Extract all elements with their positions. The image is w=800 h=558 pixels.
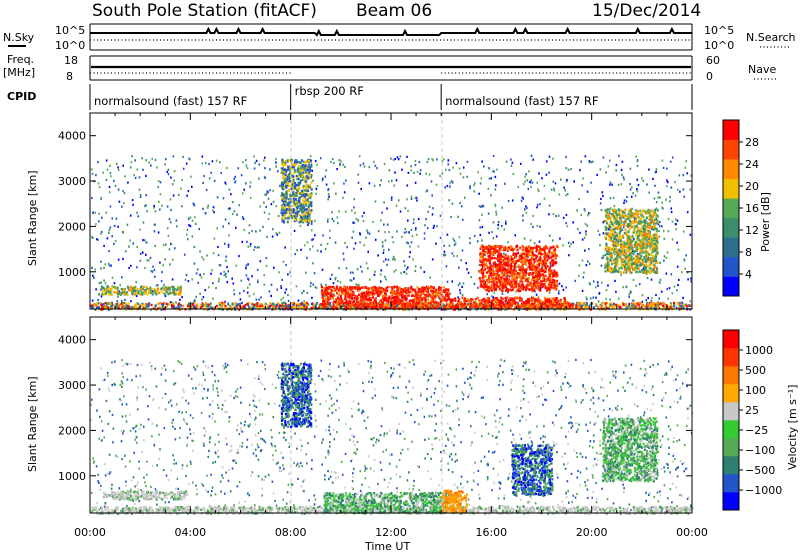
y-tick-label: 4000 (58, 334, 86, 347)
y-tick-label: 3000 (58, 379, 86, 392)
nsearch-tick-bottom: 10^0 (704, 39, 734, 52)
colorbar-tick-label: 28 (745, 136, 759, 149)
colorbar-swatch (723, 159, 739, 179)
colorbar-swatch (723, 492, 739, 510)
colorbar-swatch (723, 120, 739, 140)
colorbar-swatch (723, 348, 739, 366)
y-tick-label: 4000 (58, 130, 86, 143)
cpid-row: CPID normalsound (fast) 157 RF rbsp 200 R… (7, 84, 692, 110)
nsky-panel: 10^5 10^0 10^5 10^0 N.Sky N.Search (3, 24, 796, 52)
colorbar-swatch (723, 366, 739, 384)
nsky-label: N.Sky (3, 31, 35, 44)
x-tick-label: 20:00 (576, 526, 608, 539)
cpid-segment-label: normalsound (fast) 157 RF (94, 94, 247, 108)
x-tick-label: 16:00 (475, 526, 507, 539)
velocity-ylabel: Slant Range [km] (26, 376, 39, 472)
colorbar-tick-label: 1000 (745, 344, 773, 357)
colorbar-swatch (723, 474, 739, 492)
power-ylabel: Slant Range [km] (26, 170, 39, 266)
station-title: South Pole Station (fitACF) (92, 1, 317, 21)
colorbar-swatch (723, 330, 739, 348)
colorbar-tick-label: 16 (745, 202, 759, 215)
y-tick-label: 2000 (58, 424, 86, 437)
cpid-label: CPID (7, 90, 36, 103)
colorbar-swatch (723, 438, 739, 456)
colorbar-tick-label: 8 (745, 246, 752, 259)
y-tick-label: 1000 (58, 266, 86, 279)
freq-label: Freq. (7, 53, 34, 66)
colorbar-swatch (723, 420, 739, 438)
cpid-segment-label: rbsp 200 RF (295, 84, 364, 98)
freq-tick-bottom: 8 (66, 70, 73, 83)
colorbar-swatch (723, 218, 739, 238)
x-tick-label: 12:00 (375, 526, 407, 539)
y-tick-label: 1000 (58, 470, 86, 483)
x-tick-label: 00:00 (676, 526, 708, 539)
date-title: 15/Dec/2014 (592, 1, 701, 21)
colorbar-swatch (723, 456, 739, 474)
beam-title: Beam 06 (356, 1, 432, 21)
x-tick-label: 00:00 (74, 526, 106, 539)
x-tick-label: 08:00 (275, 526, 307, 539)
colorbar-tick-label: −100 (745, 444, 775, 457)
time-axis-labels: 00:00 04:00 08:00 12:00 16:00 20:00 00:00 (74, 526, 708, 539)
nave-label: Nave (748, 63, 776, 76)
colorbar-swatch (723, 276, 739, 296)
freq-tick-top: 18 (64, 54, 78, 67)
colorbar-tick-label: 12 (745, 224, 759, 237)
nsky-trace (90, 29, 692, 35)
colorbar-tick-label: −1000 (745, 484, 782, 497)
power-colorbar-label: Power [dB] (759, 192, 772, 252)
colorbar-swatch (723, 384, 739, 402)
colorbar-swatch (723, 237, 739, 257)
colorbar-tick-label: −500 (745, 464, 775, 477)
freq-unit-label: [MHz] (3, 66, 35, 79)
colorbar-swatch (723, 140, 739, 160)
colorbar-tick-label: −25 (745, 424, 768, 437)
nsearch-label: N.Search (746, 31, 796, 44)
colorbar-tick-label: 4 (745, 268, 752, 281)
cpid-segment-label: normalsound (fast) 157 RF (445, 94, 598, 108)
power-panel: 1000 2000 3000 4000 Slant Range [km] (26, 113, 692, 311)
nsky-tick-bottom: 10^0 (55, 39, 85, 52)
colorbar-tick-label: 25 (745, 404, 759, 417)
colorbar-tick-label: 100 (745, 384, 766, 397)
colorbar-tick-label: 24 (745, 158, 759, 171)
colorbar-tick-label: 20 (745, 180, 759, 193)
y-tick-label: 3000 (58, 175, 86, 188)
colorbar-swatch (723, 257, 739, 277)
y-tick-label: 2000 (58, 220, 86, 233)
time-axis-title: Time UT (364, 540, 410, 553)
nave-tick-bottom: 0 (706, 70, 713, 83)
colorbar-swatch (723, 179, 739, 199)
velocity-panel: 1000 2000 3000 4000 Slant Range [km] (26, 317, 694, 515)
power-colorbar: 28 24 20 16 12 8 4 (723, 120, 759, 296)
colorbar-swatch (723, 402, 739, 420)
colorbar-swatch (723, 198, 739, 218)
nave-tick-top: 60 (706, 54, 720, 67)
velocity-colorbar-label: Velocity [m s⁻¹] (786, 385, 799, 470)
nsky-tick-top: 10^5 (55, 24, 85, 37)
velocity-colorbar: 1000 500 100 25 −25 −100 −500 −1000 (723, 330, 782, 510)
colorbar-tick-label: 500 (745, 364, 766, 377)
freq-panel: 18 8 60 0 Freq. [MHz] Nave (3, 53, 776, 83)
x-tick-label: 04:00 (174, 526, 206, 539)
nsearch-tick-top: 10^5 (704, 24, 734, 37)
